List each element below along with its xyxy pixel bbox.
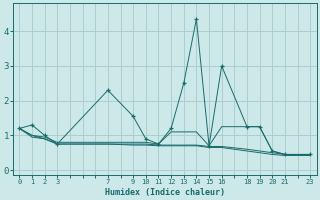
X-axis label: Humidex (Indice chaleur): Humidex (Indice chaleur) [105, 188, 225, 197]
